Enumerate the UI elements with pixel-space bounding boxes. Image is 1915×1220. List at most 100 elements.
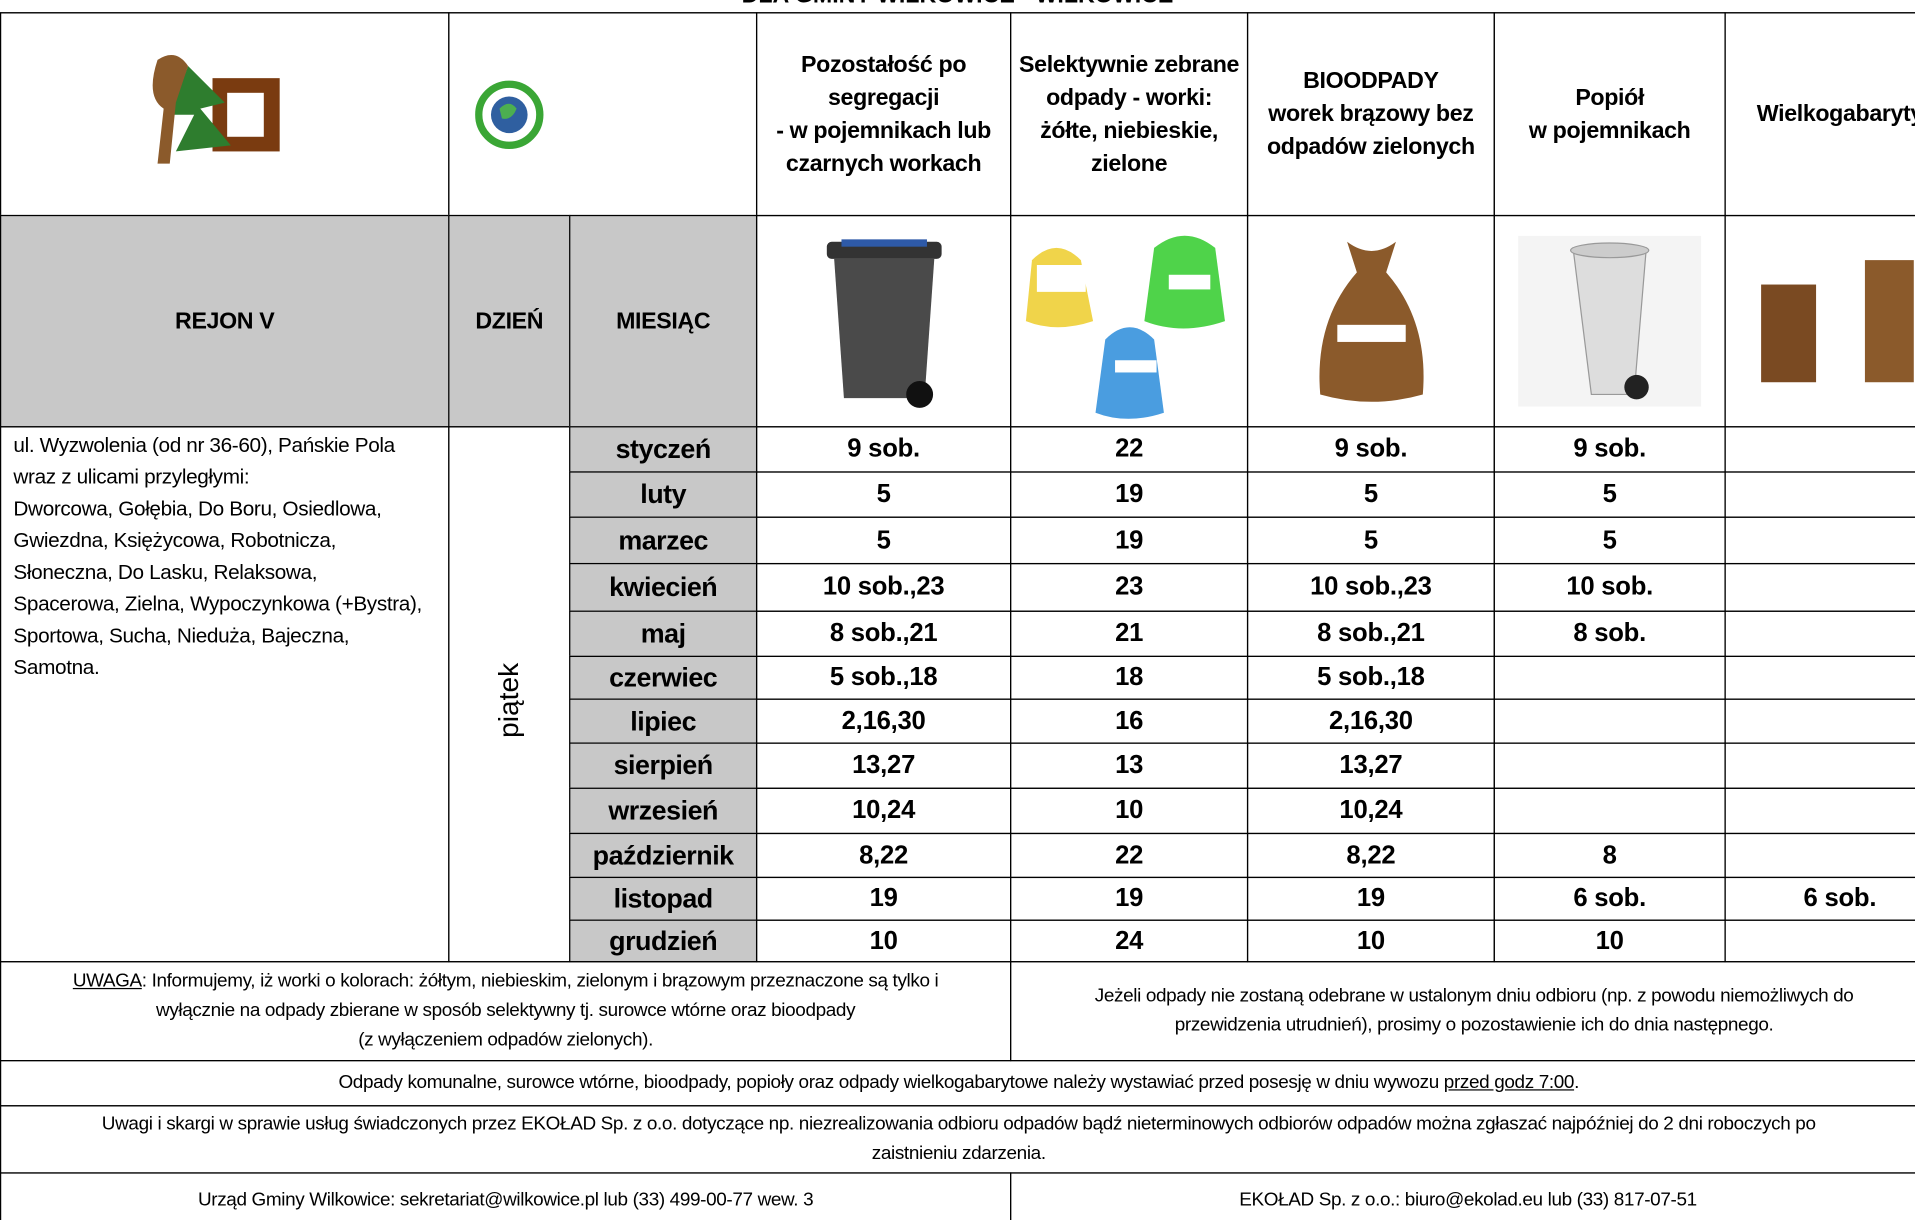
month-cell: sierpień (569, 742, 757, 788)
bulky-icon (1748, 236, 1915, 407)
schedule-cell (1724, 699, 1915, 744)
month-cell: kwiecień (569, 563, 757, 612)
schedule-cell: 6 sob. (1724, 877, 1915, 921)
month-cell: lipiec (569, 699, 757, 744)
sheet: DLA GMINY WILKOWICE - WILKOWICE Pozostał… (0, 0, 1915, 1220)
schedule-cell: 5 sob.,18 (1247, 656, 1495, 700)
schedule-cell (1724, 471, 1915, 517)
schedule-cell: 5 (1247, 471, 1495, 517)
placement-text: Odpady komunalne, surowce wtórne, bioodp… (338, 1072, 1443, 1093)
schedule-cell: 10,24 (1247, 788, 1495, 834)
schedule-cell: 10 sob.,23 (756, 563, 1011, 612)
bio-bag-icon (1310, 230, 1432, 413)
schedule-cell: 22 (1010, 833, 1248, 878)
image-cell (1494, 215, 1726, 427)
title: DLA GMINY WILKOWICE - WILKOWICE (0, 0, 1915, 10)
placement-time: przed godz 7:00 (1444, 1072, 1574, 1093)
schedule-cell (1494, 656, 1726, 700)
schedule-cell (1724, 517, 1915, 565)
note-text: : Informujemy, iż worki o kolorach: żółt… (142, 971, 939, 1050)
schedule-cell: 5 (1247, 517, 1495, 565)
schedule-cell (1724, 742, 1915, 788)
month-cell: luty (569, 471, 757, 517)
gmina-logo (127, 41, 322, 188)
month-cell: styczeń (569, 426, 757, 472)
schedule-cell: 10 sob. (1494, 563, 1726, 612)
bags-icon (1019, 223, 1239, 418)
schedule-cell (1494, 742, 1726, 788)
contact-ekolad: EKOŁAD Sp. z o.o.: biuro@ekolad.eu lub (… (1010, 1172, 1915, 1220)
schedule-cell: 5 (1494, 471, 1726, 517)
row-header: DZIEŃ (448, 215, 570, 427)
month-cell: maj (569, 611, 757, 657)
column-header: Pozostałość po segregacji - w pojemnikac… (756, 12, 1011, 216)
month-cell: październik (569, 833, 757, 878)
schedule-cell: 5 (756, 471, 1011, 517)
schedule-cell: 10 (1247, 920, 1495, 963)
contact-gmina: Urząd Gminy Wilkowice: sekretariat@wilko… (0, 1172, 1011, 1220)
column-header: Selektywnie zebrane odpady - worki: żółt… (1010, 12, 1248, 216)
ekolad-logo-cell (448, 12, 757, 216)
month-cell: czerwiec (569, 656, 757, 700)
schedule-cell: 6 sob. (1494, 877, 1726, 921)
image-cell (756, 215, 1011, 427)
schedule-cell (1724, 656, 1915, 700)
page: DLA GMINY WILKOWICE - WILKOWICE Pozostał… (0, 0, 1915, 1220)
schedule-cell (1724, 920, 1915, 963)
ash-bin-icon (1518, 236, 1701, 407)
month-cell: marzec (569, 517, 757, 565)
bin-icon (816, 230, 950, 413)
schedule-cell: 16 (1010, 699, 1248, 744)
schedule-cell: 9 sob. (756, 426, 1011, 472)
schedule-cell: 13,27 (1247, 742, 1495, 788)
schedule-cell: 19 (1010, 471, 1248, 517)
schedule-cell: 8,22 (1247, 833, 1495, 878)
complaints: Uwagi i skargi w sprawie usług świadczon… (0, 1105, 1915, 1173)
schedule-cell: 9 sob. (1494, 426, 1726, 472)
column-header: Popiół w pojemnikach (1494, 12, 1726, 216)
image-cell (1010, 215, 1248, 427)
schedule-cell: 23 (1010, 563, 1248, 612)
schedule-cell: 19 (1010, 877, 1248, 921)
schedule-cell: 2,16,30 (1247, 699, 1495, 744)
schedule-cell: 10 sob.,23 (1247, 563, 1495, 612)
note-label: UWAGA (73, 971, 142, 992)
missed-note: Jeżeli odpady nie zostaną odebrane w ust… (1010, 961, 1915, 1061)
placement: Odpady komunalne, surowce wtórne, bioodp… (338, 1069, 1579, 1098)
column-header: Wielkogabaryty (1724, 12, 1915, 216)
schedule-cell: 21 (1010, 611, 1248, 657)
schedule: DLA GMINY WILKOWICE - WILKOWICE Pozostał… (0, 0, 1915, 1220)
month-cell: wrzesień (569, 788, 757, 834)
schedule-cell: 24 (1010, 920, 1248, 963)
placement-end: . (1574, 1072, 1579, 1093)
schedule-cell: 5 (1494, 517, 1726, 565)
placement-cell: Odpady komunalne, surowce wtórne, bioodp… (0, 1060, 1915, 1106)
schedule-cell: 8 sob.,21 (1247, 611, 1495, 657)
schedule-cell: 2,16,30 (756, 699, 1011, 744)
schedule-cell: 13 (1010, 742, 1248, 788)
schedule-cell (1724, 563, 1915, 612)
note: UWAGA: Informujemy, iż worki o kolorach:… (73, 967, 939, 1055)
schedule-cell: 10 (1494, 920, 1726, 963)
schedule-cell: 8 (1494, 833, 1726, 878)
day-cell: piątek (448, 426, 570, 962)
schedule-cell: 10 (1010, 788, 1248, 834)
schedule-cell: 10,24 (756, 788, 1011, 834)
month-cell: grudzień (569, 920, 757, 963)
schedule-cell (1494, 699, 1726, 744)
month-cell: listopad (569, 877, 757, 921)
schedule-cell: 5 sob.,18 (756, 656, 1011, 700)
schedule-cell: 8 sob.,21 (756, 611, 1011, 657)
region-cell: ul. Wyzwolenia (od nr 36-60), Pańskie Po… (0, 426, 449, 962)
image-cell (1247, 215, 1495, 427)
schedule-cell: 19 (1010, 517, 1248, 565)
schedule-cell: 13,27 (756, 742, 1011, 788)
schedule-cell: 9 sob. (1247, 426, 1495, 472)
row-header: REJON V (0, 215, 449, 427)
schedule-cell: 22 (1010, 426, 1248, 472)
ekolad-logo (474, 78, 730, 151)
row-header: MIESIĄC (569, 215, 757, 427)
schedule-cell (1724, 788, 1915, 834)
image-cell (1724, 215, 1915, 427)
column-header: BIOODPADY worek brązowy bez odpadów ziel… (1247, 12, 1495, 216)
